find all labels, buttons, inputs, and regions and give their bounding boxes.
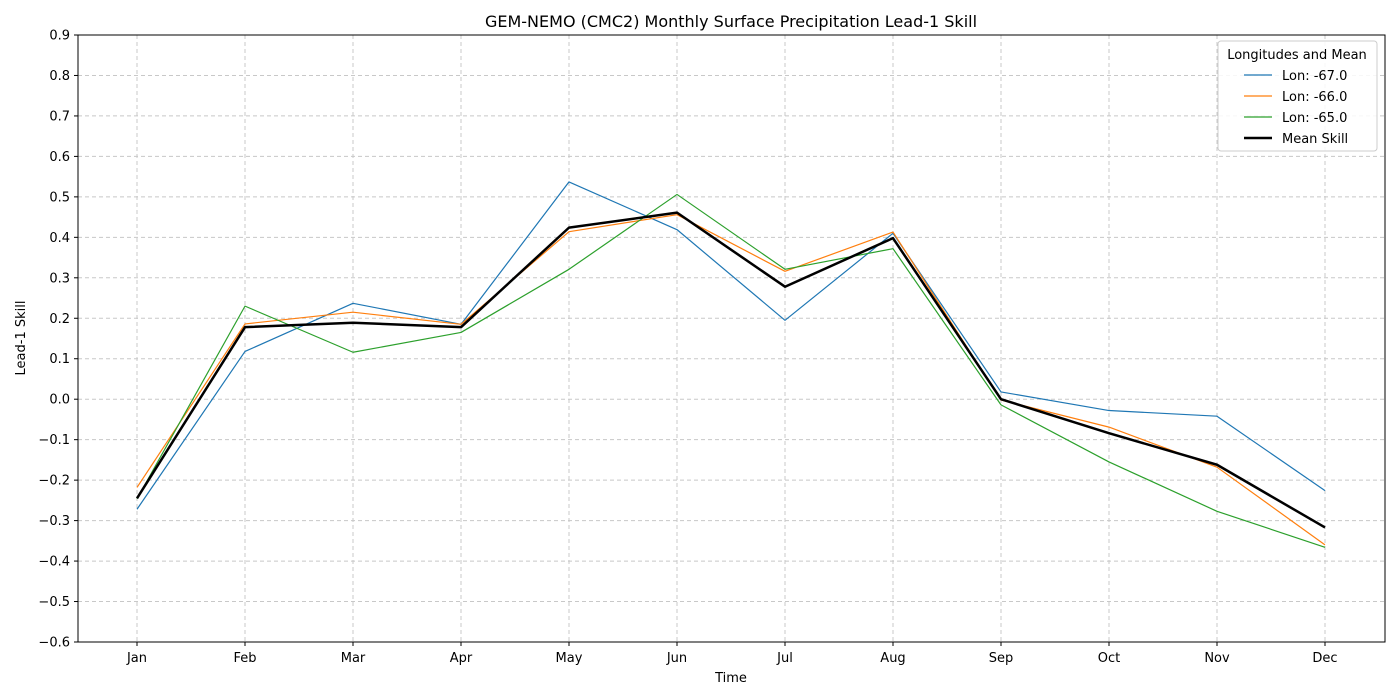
legend-title: Longitudes and Mean bbox=[1227, 48, 1367, 63]
y-tick-label: −0.3 bbox=[38, 514, 70, 529]
y-axis: −0.6 −0.5 −0.4 −0.3 −0.2 −0.1 0.0 0.1 0.2 0.3 0.4 0… bbox=[38, 29, 78, 651]
x-tick-label: May bbox=[556, 651, 583, 666]
y-tick-label: 0.8 bbox=[49, 69, 70, 84]
legend-label: Lon: -65.0 bbox=[1282, 111, 1347, 126]
x-tick-label: Jan bbox=[126, 651, 147, 666]
legend: Longitudes and Mean Lon: -67.0 Lon: -66.0… bbox=[1217, 40, 1378, 152]
plot-frame bbox=[77, 34, 1386, 643]
legend-label: Lon: -67.0 bbox=[1282, 69, 1347, 84]
series-line bbox=[136, 181, 1326, 510]
y-tick-label: 0.2 bbox=[49, 312, 70, 327]
x-tick-label: Jul bbox=[776, 651, 793, 666]
y-tick-label: −0.2 bbox=[38, 474, 70, 489]
x-tick-label: Apr bbox=[450, 651, 473, 666]
y-tick-label: −0.6 bbox=[38, 636, 70, 651]
x-tick-label: Sep bbox=[989, 651, 1014, 666]
y-tick-label: −0.1 bbox=[38, 433, 70, 448]
y-tick-label: 0.1 bbox=[49, 352, 70, 367]
legend-label: Lon: -66.0 bbox=[1282, 90, 1347, 105]
x-tick-label: Mar bbox=[341, 651, 366, 666]
series-line bbox=[136, 193, 1326, 548]
y-tick-label: −0.5 bbox=[38, 595, 70, 610]
y-tick-label: −0.4 bbox=[38, 555, 70, 570]
chart-title: GEM-NEMO (CMC2) Monthly Surface Precipit… bbox=[485, 12, 977, 31]
series-line bbox=[136, 214, 1326, 546]
x-axis-title: Time bbox=[714, 671, 747, 686]
series-lines bbox=[135, 181, 1326, 548]
series-line bbox=[135, 211, 1326, 529]
x-tick-label: Feb bbox=[233, 651, 256, 666]
y-tick-label: 0.0 bbox=[49, 393, 70, 408]
legend-label: Mean Skill bbox=[1282, 132, 1348, 147]
y-tick-label: 0.3 bbox=[49, 271, 70, 286]
x-tick-label: Aug bbox=[880, 651, 905, 666]
x-tick-label: Jun bbox=[666, 651, 687, 666]
x-axis: Jan Feb Mar Apr May Jun Jul Aug Sep Oct Nov Dec bbox=[126, 642, 1338, 666]
y-tick-label: 0.7 bbox=[49, 109, 70, 124]
y-tick-label: 0.6 bbox=[49, 150, 70, 165]
x-tick-label: Nov bbox=[1204, 651, 1230, 666]
x-tick-label: Dec bbox=[1312, 651, 1337, 666]
y-tick-label: 0.4 bbox=[49, 231, 70, 246]
y-axis-title: Lead-1 Skill bbox=[14, 301, 29, 376]
legend-box bbox=[1217, 40, 1378, 152]
y-tick-label: 0.9 bbox=[49, 29, 70, 44]
x-tick-label: Oct bbox=[1098, 651, 1120, 666]
y-tick-label: 0.5 bbox=[49, 190, 70, 205]
